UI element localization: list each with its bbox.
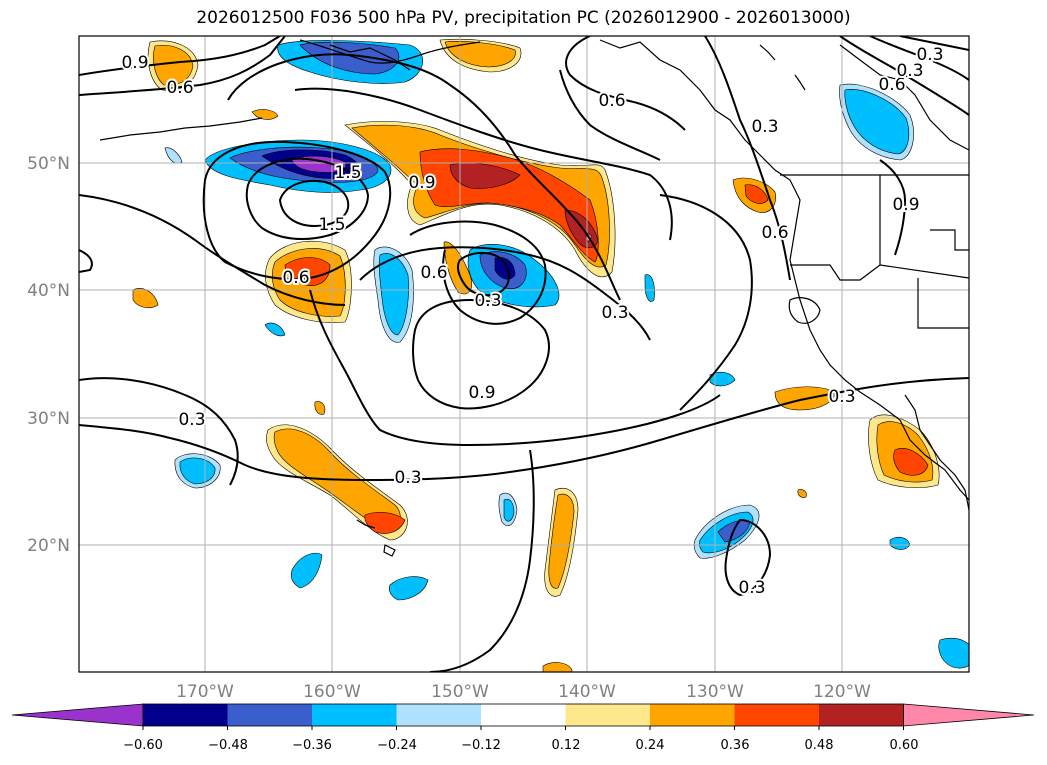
- colorbar-tick-label: 0.36: [721, 738, 750, 753]
- longitude-labels: 170°W 160°W 150°W 140°W 130°W 120°W: [176, 682, 871, 702]
- colorbar-frame: [142, 703, 904, 727]
- contour-label: 0.9: [892, 195, 919, 215]
- contour-label: 0.9: [408, 173, 435, 193]
- colorbar-tick-label: −0.36: [292, 738, 332, 753]
- contour-label: 0.6: [761, 223, 788, 243]
- map-content: 0.9 0.6 0.6 0.3 1.5 0.9 0.6 0.9 0.6 1.5 …: [79, 36, 969, 672]
- colorbar-tick-label: 0.12: [552, 738, 581, 753]
- contour-label: 0.3: [751, 117, 778, 137]
- colorbar-tick-label: −0.12: [461, 738, 501, 753]
- contour-label: 1.5: [318, 215, 345, 235]
- colorbar-segment: [565, 704, 651, 726]
- map-frame: [78, 35, 970, 673]
- contour-label: 0.6: [878, 75, 905, 95]
- lon-label-150w: 150°W: [431, 682, 489, 702]
- colorbar-tick-label: −0.48: [208, 738, 248, 753]
- lon-label-170w: 170°W: [176, 682, 234, 702]
- contour-label: 0.3: [916, 45, 943, 65]
- contour-label: 0.3: [896, 61, 923, 81]
- colorbar-segment: [396, 704, 482, 726]
- contour-label: 0.6: [282, 268, 309, 288]
- contour-label: 0.3: [474, 291, 501, 311]
- colorbar-tick-label: −0.24: [377, 738, 417, 753]
- lon-label-130w: 130°W: [686, 682, 744, 702]
- contour-label: 0.6: [420, 263, 447, 283]
- contour-label: 0.9: [468, 383, 495, 403]
- colorbar: −0.60 −0.48 −0.36 −0.24 −0.12 0.12 0.24 …: [11, 703, 1035, 753]
- colorbar-extend-low: [11, 703, 144, 727]
- colorbar-segment: [650, 704, 735, 726]
- contour-label: 0.3: [738, 578, 765, 598]
- colorbar-tick-label: 0.60: [890, 738, 919, 753]
- colorbar-segment: [819, 704, 904, 726]
- contour-label: 0.9: [121, 53, 148, 73]
- pv-contours: [79, 36, 969, 672]
- contour-label: 0.6: [166, 78, 193, 98]
- contour-label: 0.3: [601, 303, 628, 323]
- coastlines: [99, 39, 969, 557]
- lon-label-140w: 140°W: [558, 682, 616, 702]
- contour-label: 1.5: [334, 163, 361, 183]
- colorbar-tick-label: 0.24: [636, 738, 665, 753]
- lat-label-30n: 30°N: [27, 409, 70, 429]
- contour-label: 0.3: [394, 468, 421, 488]
- colorbar-segment: [481, 704, 566, 726]
- colorbar-tick-label: −0.60: [123, 738, 163, 753]
- colorbar-tick-label: 0.48: [805, 738, 834, 753]
- latitude-labels: 50°N 40°N 30°N 20°N: [27, 154, 70, 556]
- colorbar-extend-high: [903, 703, 1035, 727]
- lon-label-160w: 160°W: [303, 682, 361, 702]
- colorbar-segment: [312, 704, 397, 726]
- lat-label-20n: 20°N: [27, 536, 70, 556]
- lat-label-50n: 50°N: [27, 154, 70, 174]
- lat-label-40n: 40°N: [27, 281, 70, 301]
- contour-label: 0.3: [828, 387, 855, 407]
- contour-label: 0.3: [178, 410, 205, 430]
- graticule: [79, 36, 969, 672]
- contour-label: 0.6: [598, 91, 625, 111]
- contour-labels: 0.9 0.6 0.6 0.3 1.5 0.9 0.6 0.9 0.6 1.5 …: [119, 43, 945, 600]
- colorbar-segment: [227, 704, 313, 726]
- colorbar-segment: [143, 704, 228, 726]
- lon-label-120w: 120°W: [813, 682, 871, 702]
- colorbar-segment: [734, 704, 820, 726]
- map-title: 2026012500 F036 500 hPa PV, precipitatio…: [196, 8, 851, 28]
